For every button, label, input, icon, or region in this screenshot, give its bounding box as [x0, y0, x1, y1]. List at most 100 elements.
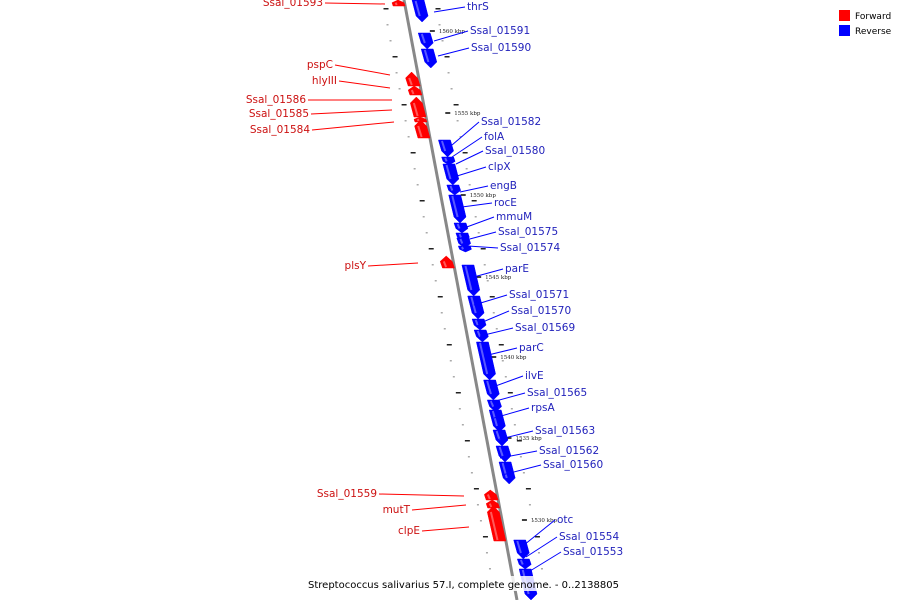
gene-highlight	[445, 164, 452, 180]
gene-arrow-ssal_01560[interactable]	[498, 461, 516, 485]
gene-highlight	[408, 77, 413, 86]
gene-arrow-ssal_01591[interactable]	[417, 32, 434, 50]
gene-label-otc[interactable]: otc	[557, 514, 574, 526]
gene-arrow-fola[interactable]	[441, 156, 456, 166]
gene-label-ssal_01563[interactable]: Ssal_01563	[535, 425, 595, 437]
gene-arrow-ssal_01554[interactable]	[516, 558, 532, 570]
gene-arrow-ssal_01562[interactable]	[495, 445, 512, 463]
gene-label-ssal_01586[interactable]: Ssal_01586	[246, 94, 306, 106]
gene-arrow-mutt[interactable]	[485, 499, 501, 509]
gene-arrow-pare[interactable]	[461, 264, 480, 297]
minor-tick	[407, 136, 410, 138]
gene-arrow-otc[interactable]	[513, 539, 530, 560]
minor-tick	[537, 552, 540, 554]
gene-arrow-ssal_01584[interactable]	[414, 119, 431, 139]
gene-label-clpx[interactable]: clpX	[488, 161, 511, 173]
gene-arrow-ssal_01590[interactable]	[420, 48, 438, 69]
gene-arrow-roce[interactable]	[453, 222, 469, 234]
gene-label-hlyiii[interactable]: hlyIII	[312, 75, 337, 87]
gene-label-ssal_01553[interactable]: Ssal_01553	[563, 546, 623, 558]
gene-label-plsy[interactable]: plsY	[345, 260, 367, 272]
gene-label-clpe[interactable]: clpE	[398, 525, 420, 537]
gene-label-ssal_01590[interactable]: Ssal_01590	[471, 42, 531, 54]
genome-caption: Streptococcus salivarius 57.I, complete …	[308, 580, 619, 591]
minor-tick	[485, 552, 488, 554]
gene-label-ssal_01585[interactable]: Ssal_01585	[249, 108, 309, 120]
gene-label-engb[interactable]: engB	[490, 180, 517, 192]
gene-label-ssal_01569[interactable]: Ssal_01569	[515, 322, 575, 334]
gene-label-ssal_01565[interactable]: Ssal_01565	[527, 387, 587, 399]
gene-arrow-ssal_01593[interactable]	[391, 0, 406, 7]
gene-label-ssal_01575[interactable]: Ssal_01575	[498, 226, 558, 238]
gene-highlight	[495, 430, 501, 441]
gene-label-thrs[interactable]: thrS	[467, 1, 489, 13]
gene-highlight	[394, 2, 398, 6]
leader-line	[456, 166, 487, 177]
leader-line	[495, 430, 534, 441]
leader-line	[523, 519, 556, 546]
gene-label-ssal_01593[interactable]: Ssal_01593	[263, 0, 323, 9]
tick-label: 1535 kbp	[515, 436, 542, 442]
gene-arrow-ssal_01585[interactable]	[413, 116, 428, 123]
leader-line	[461, 202, 493, 208]
gene-arrow-ssal_01565[interactable]	[486, 399, 502, 413]
gene-label-fola[interactable]: folA	[484, 131, 505, 143]
minor-tick	[498, 344, 504, 346]
gene-label-ssal_01571[interactable]: Ssal_01571	[509, 289, 569, 301]
gene-arrow-ssal_01586[interactable]	[410, 96, 427, 118]
leader-line	[477, 310, 510, 325]
gene-arrow-hlyiii[interactable]	[407, 85, 423, 96]
legend: Forward Reverse	[839, 10, 892, 37]
gene-label-ssal_01574[interactable]: Ssal_01574	[500, 242, 560, 254]
gene-label-parc[interactable]: parC	[519, 342, 544, 354]
gene-label-ssal_01554[interactable]: Ssal_01554	[559, 531, 619, 543]
gene-arrow-ssal_01571[interactable]	[467, 295, 485, 320]
gene-label-ssal_01584[interactable]: Ssal_01584	[250, 124, 310, 136]
leader-line	[465, 231, 497, 241]
gene-arrow-ssal_01574[interactable]	[457, 245, 472, 253]
gene-label-mutt[interactable]: mutT	[383, 504, 411, 516]
gene-arrow-ssal_01580[interactable]	[442, 163, 460, 186]
gene-label-ssal_01560[interactable]: Ssal_01560	[543, 459, 603, 471]
gene-label-ssal_01562[interactable]: Ssal_01562	[539, 445, 599, 457]
minor-tick	[425, 232, 428, 234]
gene-arrow-ssal_01582[interactable]	[438, 139, 454, 158]
minor-tick	[504, 376, 507, 378]
gene-label-ssal_01582[interactable]: Ssal_01582	[481, 116, 541, 128]
gene-label-pspc[interactable]: pspC	[307, 59, 333, 71]
gene-arrow-pspc[interactable]	[405, 71, 421, 87]
gene-label-ilve[interactable]: ilvE	[525, 370, 544, 382]
gene-label-pare[interactable]: parE	[505, 263, 529, 275]
gene-arrow-engb[interactable]	[448, 194, 467, 224]
gene-arrow-parc[interactable]	[476, 341, 496, 381]
minor-tick	[441, 40, 444, 42]
minor-tick	[419, 200, 425, 202]
gene-label-ssal_01570[interactable]: Ssal_01570	[511, 305, 571, 317]
gene-arrow-clpx[interactable]	[446, 184, 461, 196]
gene-label-rpsa[interactable]: rpsA	[531, 402, 555, 414]
gene-label-roce[interactable]: rocE	[494, 197, 517, 209]
gene-arrow-plsy[interactable]	[439, 255, 455, 269]
gene-arrow-ssal_01570[interactable]	[471, 318, 487, 331]
minor-tick	[482, 536, 488, 538]
tick-label: 1550 kbp	[470, 193, 497, 199]
gene-arrow-ssal_01563[interactable]	[492, 429, 509, 447]
tick-label: 1560 kbp	[439, 29, 466, 35]
minor-tick	[467, 456, 470, 458]
gene-highlight	[456, 223, 461, 229]
gene-label-ssal_01580[interactable]: Ssal_01580	[485, 145, 545, 157]
gene-label-ssal_01559[interactable]: Ssal_01559	[317, 488, 377, 500]
gene-arrow-rpsa[interactable]	[488, 409, 506, 433]
gene-highlight	[486, 380, 492, 395]
gene-highlight	[488, 503, 493, 508]
gene-highlight	[519, 559, 524, 565]
gene-highlight	[414, 0, 421, 17]
gene-arrow-clpe[interactable]	[487, 505, 507, 542]
gene-arrow-ssal_01559[interactable]	[484, 489, 499, 501]
leader-line	[411, 504, 467, 511]
gene-arrow-thrs[interactable]	[411, 0, 429, 23]
gene-label-ssal_01591[interactable]: Ssal_01591	[470, 25, 530, 37]
leader-line	[525, 536, 558, 558]
gene-label-mmum[interactable]: mmuM	[496, 211, 532, 223]
gene-arrow-ilve[interactable]	[483, 379, 500, 401]
